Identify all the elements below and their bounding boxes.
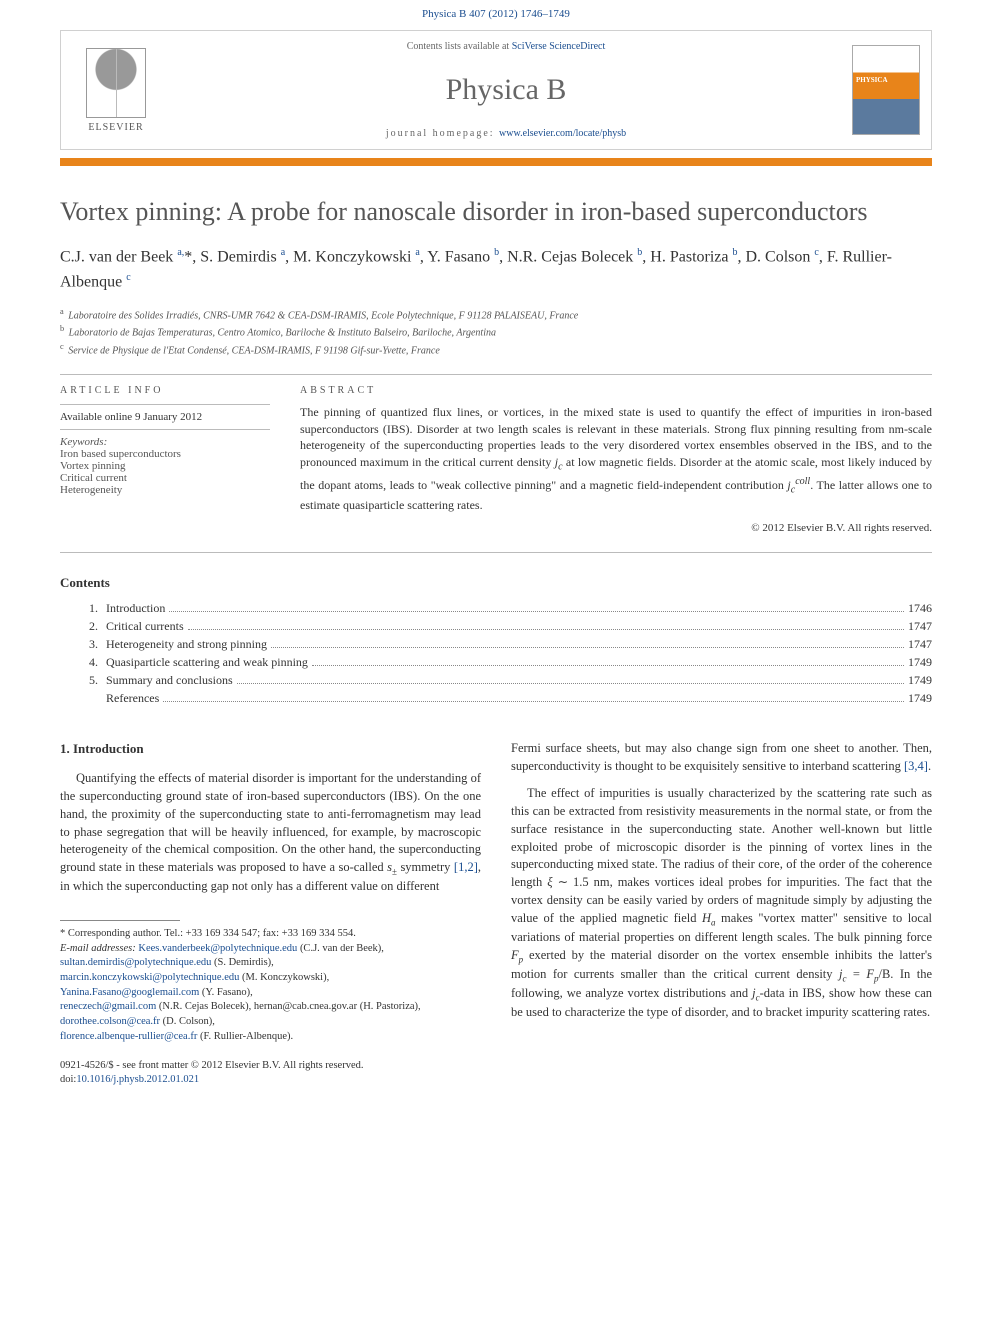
corresponding-author: * Corresponding author. Tel.: +33 169 33… (60, 927, 481, 942)
keyword: Vortex pinning (60, 460, 270, 472)
toc-title: Summary and conclusions (106, 673, 233, 688)
article-info-label: ARTICLE INFO (60, 385, 270, 396)
email-link[interactable]: sultan.demirdis@polytechnique.edu (60, 957, 211, 968)
toc-page: 1747 (908, 619, 932, 634)
email-link[interactable]: florence.albenque-rullier@cea.fr (60, 1031, 197, 1042)
email-link[interactable]: marcin.konczykowski@polytechnique.edu (60, 972, 239, 983)
authors-line: C.J. van der Beek a,*, S. Demirdis a, M.… (60, 245, 932, 294)
toc-number: 5. (74, 673, 98, 688)
cover-image-icon (852, 45, 920, 135)
article-title: Vortex pinning: A probe for nanoscale di… (60, 196, 932, 227)
publisher-logo: ELSEVIER (61, 31, 171, 149)
email-link[interactable]: reneczech@gmail.com (60, 1001, 156, 1012)
elsevier-tree-icon (86, 48, 146, 118)
toc-page: 1749 (908, 691, 932, 706)
affiliation: c Service de Physique de l'Etat Condensé… (60, 341, 932, 358)
keywords-label: Keywords: (60, 436, 270, 448)
abstract-copyright: © 2012 Elsevier B.V. All rights reserved… (300, 522, 932, 534)
doi-label: doi: (60, 1074, 76, 1085)
toc-title: Critical currents (106, 619, 184, 634)
homepage-prefix: journal homepage: (386, 128, 499, 139)
divider (60, 429, 270, 430)
homepage-link[interactable]: www.elsevier.com/locate/physb (499, 128, 626, 139)
footnotes: * Corresponding author. Tel.: +33 169 33… (60, 927, 481, 1045)
toc-dots (237, 683, 904, 684)
email-line: dorothee.colson@cea.fr (D. Colson), (60, 1015, 481, 1030)
toc-row[interactable]: References 1749 (60, 691, 932, 706)
email-link[interactable]: Kees.vanderbeek@polytechnique.edu (138, 943, 297, 954)
toc-page: 1746 (908, 601, 932, 616)
affiliation: a Laboratoire des Solides Irradiés, CNRS… (60, 306, 932, 323)
doi-link[interactable]: 10.1016/j.physb.2012.01.021 (76, 1074, 199, 1085)
toc-dots (312, 665, 904, 666)
body-paragraph: Fermi surface sheets, but may also chang… (511, 740, 932, 776)
toc-number: 4. (74, 655, 98, 670)
toc-title: Introduction (106, 601, 165, 616)
available-online: Available online 9 January 2012 (60, 411, 270, 423)
body-paragraph: The effect of impurities is usually char… (511, 785, 932, 1022)
toc-dots (169, 611, 904, 612)
divider (60, 374, 932, 375)
column-right: Fermi surface sheets, but may also chang… (511, 740, 932, 1088)
email-line: Yanina.Fasano@googlemail.com (Y. Fasano)… (60, 986, 481, 1001)
keyword: Iron based superconductors (60, 448, 270, 460)
article-info-block: ARTICLE INFO Available online 9 January … (60, 385, 270, 534)
email-line: marcin.konczykowski@polytechnique.edu (M… (60, 971, 481, 986)
toc-number: 2. (74, 619, 98, 634)
toc-title: Heterogeneity and strong pinning (106, 637, 267, 652)
toc-page: 1749 (908, 655, 932, 670)
issn-line: 0921-4526/$ - see front matter © 2012 El… (60, 1059, 481, 1074)
toc-dots (271, 647, 904, 648)
contents-heading: Contents (60, 575, 932, 591)
affiliations: a Laboratoire des Solides Irradiés, CNRS… (60, 306, 932, 358)
email-line: E-mail addresses: Kees.vanderbeek@polyte… (60, 942, 481, 957)
header-center: Contents lists available at SciVerse Sci… (171, 31, 841, 149)
toc-row[interactable]: 3. Heterogeneity and strong pinning 1747 (60, 637, 932, 652)
citation-link[interactable]: [3,4] (904, 759, 928, 773)
footnote-rule (60, 920, 180, 921)
column-left: 1. Introduction Quantifying the effects … (60, 740, 481, 1088)
email-line: florence.albenque-rullier@cea.fr (F. Rul… (60, 1030, 481, 1045)
divider (60, 552, 932, 553)
body-paragraph: Quantifying the effects of material diso… (60, 770, 481, 896)
toc-dots (163, 701, 904, 702)
toc-title: Quasiparticle scattering and weak pinnin… (106, 655, 308, 670)
publisher-name: ELSEVIER (88, 122, 143, 133)
journal-header: ELSEVIER Contents lists available at Sci… (60, 30, 932, 150)
toc-row[interactable]: 5. Summary and conclusions 1749 (60, 673, 932, 688)
email-link[interactable]: Yanina.Fasano@googlemail.com (60, 987, 199, 998)
keyword: Critical current (60, 472, 270, 484)
contents-available-line: Contents lists available at SciVerse Sci… (407, 41, 606, 52)
toc-title: References (106, 691, 159, 706)
toc-page: 1749 (908, 673, 932, 688)
toc-dots (188, 629, 904, 630)
table-of-contents: 1. Introduction 1746 2. Critical current… (60, 601, 932, 706)
email-line: reneczech@gmail.com (N.R. Cejas Bolecek)… (60, 1000, 481, 1015)
contents-prefix: Contents lists available at (407, 41, 512, 52)
abstract-text: The pinning of quantized flux lines, or … (300, 404, 932, 514)
toc-row[interactable]: 1. Introduction 1746 (60, 601, 932, 616)
abstract-label: ABSTRACT (300, 385, 932, 396)
affiliation: b Laboratorio de Bajas Temperaturas, Cen… (60, 323, 932, 340)
bottom-meta: 0921-4526/$ - see front matter © 2012 El… (60, 1059, 481, 1088)
journal-cover-thumb (841, 31, 931, 149)
journal-name: Physica B (446, 73, 567, 107)
toc-number: 1. (74, 601, 98, 616)
citation-header: Physica B 407 (2012) 1746–1749 (0, 0, 992, 24)
divider (60, 404, 270, 405)
email-line: sultan.demirdis@polytechnique.edu (S. De… (60, 956, 481, 971)
email-link[interactable]: dorothee.colson@cea.fr (60, 1016, 160, 1027)
section-heading-intro: 1. Introduction (60, 740, 481, 758)
keyword: Heterogeneity (60, 484, 270, 496)
sciencedirect-link[interactable]: SciVerse ScienceDirect (512, 41, 606, 52)
toc-row[interactable]: 2. Critical currents 1747 (60, 619, 932, 634)
toc-number: 3. (74, 637, 98, 652)
abstract-block: ABSTRACT The pinning of quantized flux l… (300, 385, 932, 534)
homepage-line: journal homepage: www.elsevier.com/locat… (386, 128, 626, 139)
accent-rule (60, 158, 932, 166)
toc-page: 1747 (908, 637, 932, 652)
toc-row[interactable]: 4. Quasiparticle scattering and weak pin… (60, 655, 932, 670)
citation-link[interactable]: [1,2] (454, 860, 478, 874)
